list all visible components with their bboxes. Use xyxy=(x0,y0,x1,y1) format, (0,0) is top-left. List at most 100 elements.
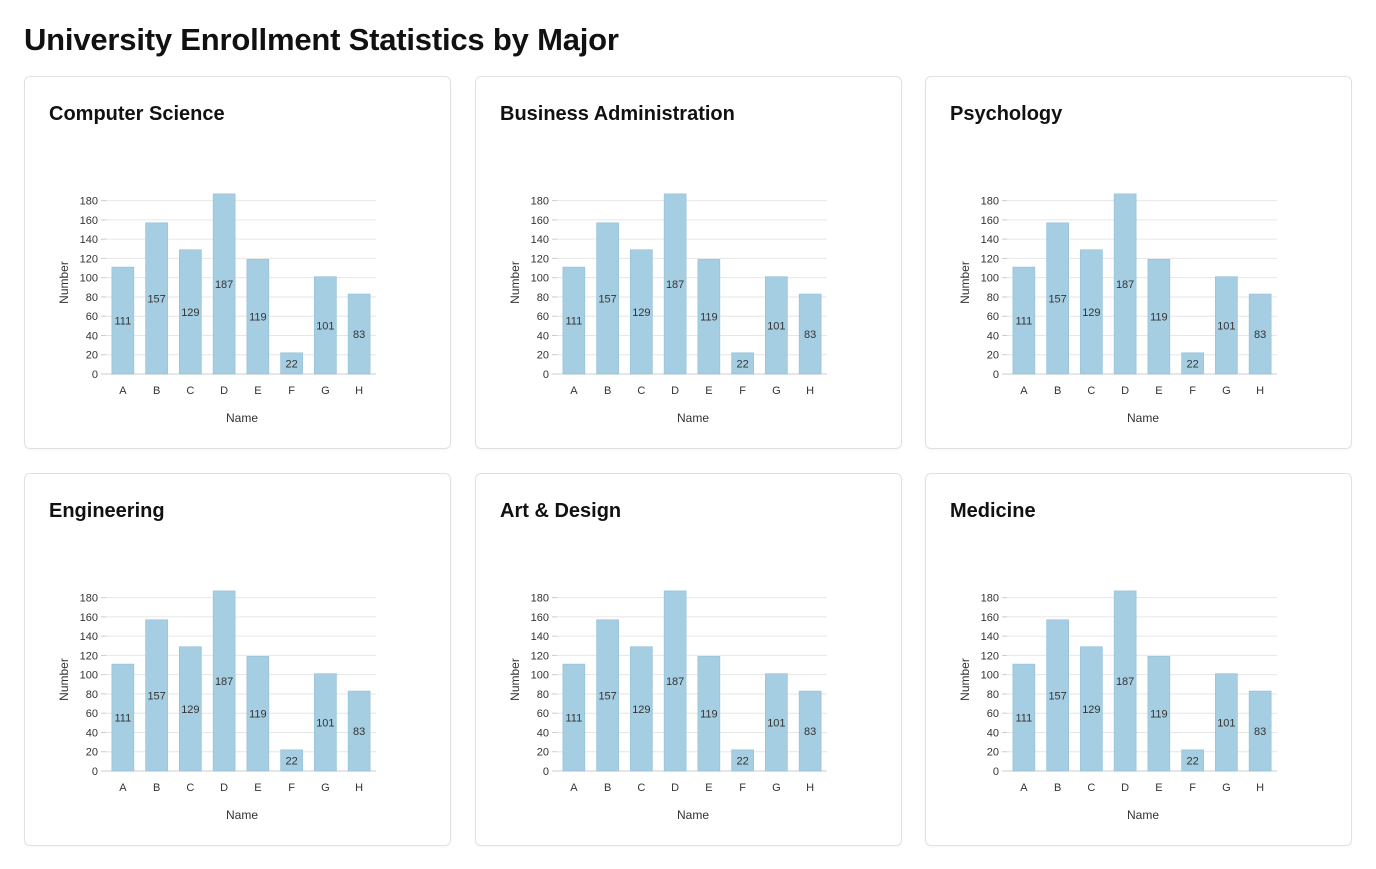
chart-card-computer-science: Computer Science 0 20 40 60 80 100 120 140 160 18… xyxy=(24,76,451,449)
x-tick-label: A xyxy=(570,782,578,794)
bar-h xyxy=(798,293,822,375)
y-tick-label: 0 xyxy=(993,766,999,778)
bar-value-label: 111 xyxy=(566,316,583,328)
x-tick-label: D xyxy=(1121,385,1129,397)
y-tick-label: 80 xyxy=(86,292,98,304)
bar-g xyxy=(1215,276,1238,375)
bar-f xyxy=(731,352,754,375)
x-tick-label: D xyxy=(220,782,228,794)
bar-value-label: 157 xyxy=(147,690,165,702)
y-tick-label: 60 xyxy=(86,708,98,720)
bar-value-label: 157 xyxy=(1048,293,1066,305)
bar-chart-engineering: 0 20 40 60 80 100 120 140 160 180 111 A 157 B 129 C 187 D… xyxy=(57,590,376,822)
bar-value-label: 119 xyxy=(249,709,267,721)
chart-title: Psychology xyxy=(950,103,1063,125)
bar-value-label: 22 xyxy=(737,358,749,370)
y-tick-label: 100 xyxy=(80,670,98,682)
bar-value-label: 83 xyxy=(804,329,816,341)
bar-a xyxy=(562,266,586,375)
bar-d xyxy=(1113,590,1137,772)
x-tick-label: G xyxy=(1222,782,1231,794)
y-tick-label: 180 xyxy=(981,196,999,208)
bar-g xyxy=(1215,673,1238,772)
y-tick-label: 120 xyxy=(531,253,549,265)
bar-f xyxy=(280,749,303,772)
y-tick-label: 80 xyxy=(537,689,549,701)
bar-chart-psychology: 0 20 40 60 80 100 120 140 160 180 111 A 157 B 129 C 187 D… xyxy=(958,193,1277,425)
x-tick-label: H xyxy=(355,782,363,794)
x-tick-label: F xyxy=(288,782,295,794)
bar-value-label: 101 xyxy=(316,717,334,729)
bar-h xyxy=(1248,293,1272,375)
y-tick-label: 0 xyxy=(543,369,549,381)
x-tick-label: D xyxy=(1121,782,1129,794)
y-tick-label: 20 xyxy=(537,747,549,759)
bar-b xyxy=(596,222,619,375)
bar-value-label: 111 xyxy=(566,713,583,725)
y-tick-label: 140 xyxy=(80,631,98,643)
bar-value-label: 83 xyxy=(353,329,365,341)
x-tick-label: E xyxy=(254,782,261,794)
x-axis-title: Name xyxy=(1127,808,1159,822)
x-tick-label: G xyxy=(772,385,781,397)
bar-e xyxy=(246,259,270,375)
bar-d xyxy=(663,193,687,375)
bar-value-label: 83 xyxy=(1254,329,1266,341)
y-tick-label: 140 xyxy=(531,631,549,643)
x-tick-label: C xyxy=(637,782,645,794)
bar-g xyxy=(314,673,337,772)
bar-value-label: 129 xyxy=(1082,704,1100,716)
bar-c xyxy=(1080,249,1103,375)
bar-chart-art-design: 0 20 40 60 80 100 120 140 160 180 111 A 157 B 129 C 187 D… xyxy=(508,590,827,822)
y-tick-label: 160 xyxy=(531,215,549,227)
y-tick-label: 60 xyxy=(537,311,549,323)
y-tick-label: 20 xyxy=(987,350,999,362)
y-tick-label: 40 xyxy=(987,727,999,739)
bar-g xyxy=(765,276,788,375)
y-tick-label: 160 xyxy=(531,612,549,624)
x-tick-label: F xyxy=(739,782,746,794)
x-tick-label: F xyxy=(1189,385,1196,397)
x-tick-label: G xyxy=(321,385,330,397)
y-tick-label: 100 xyxy=(531,273,549,285)
bar-h xyxy=(347,293,371,375)
bar-a xyxy=(111,663,135,772)
bar-h xyxy=(1248,690,1272,772)
x-tick-label: B xyxy=(153,385,160,397)
y-tick-label: 40 xyxy=(987,330,999,342)
y-axis-title: Number xyxy=(508,658,522,701)
y-tick-label: 80 xyxy=(987,689,999,701)
bar-value-label: 22 xyxy=(286,755,298,767)
y-axis-title: Number xyxy=(57,658,71,701)
y-tick-label: 0 xyxy=(543,766,549,778)
bar-c xyxy=(1080,646,1103,772)
x-tick-label: A xyxy=(119,782,127,794)
bar-a xyxy=(111,266,135,375)
bar-value-label: 101 xyxy=(767,320,785,332)
chart-card-psychology: Psychology 0 20 40 60 80 100 120 140 160 180 111 A 1… xyxy=(925,76,1352,449)
chart-card-art-design: Art & Design 0 20 40 60 80 100 120 140 160 180 111… xyxy=(475,473,902,846)
bar-c xyxy=(630,646,653,772)
y-axis-title: Number xyxy=(508,261,522,304)
bar-value-label: 119 xyxy=(700,709,718,721)
x-tick-label: H xyxy=(1256,782,1264,794)
y-tick-label: 100 xyxy=(981,670,999,682)
bar-d xyxy=(1113,193,1137,375)
y-tick-label: 80 xyxy=(86,689,98,701)
bar-c xyxy=(179,646,202,772)
x-tick-label: G xyxy=(772,782,781,794)
bar-value-label: 187 xyxy=(215,279,233,291)
bar-value-label: 187 xyxy=(666,279,684,291)
x-axis-title: Name xyxy=(226,411,258,425)
chart-card-business-administration: Business Administration 0 20 40 60 80 100 120 1… xyxy=(475,76,902,449)
x-tick-label: E xyxy=(1155,782,1162,794)
y-tick-label: 0 xyxy=(92,766,98,778)
x-tick-label: F xyxy=(739,385,746,397)
bar-value-label: 111 xyxy=(115,316,132,328)
bar-e xyxy=(1147,656,1171,772)
bar-c xyxy=(630,249,653,375)
bar-value-label: 83 xyxy=(804,726,816,738)
bar-value-label: 22 xyxy=(1187,358,1199,370)
y-tick-label: 120 xyxy=(80,253,98,265)
y-tick-label: 160 xyxy=(80,215,98,227)
